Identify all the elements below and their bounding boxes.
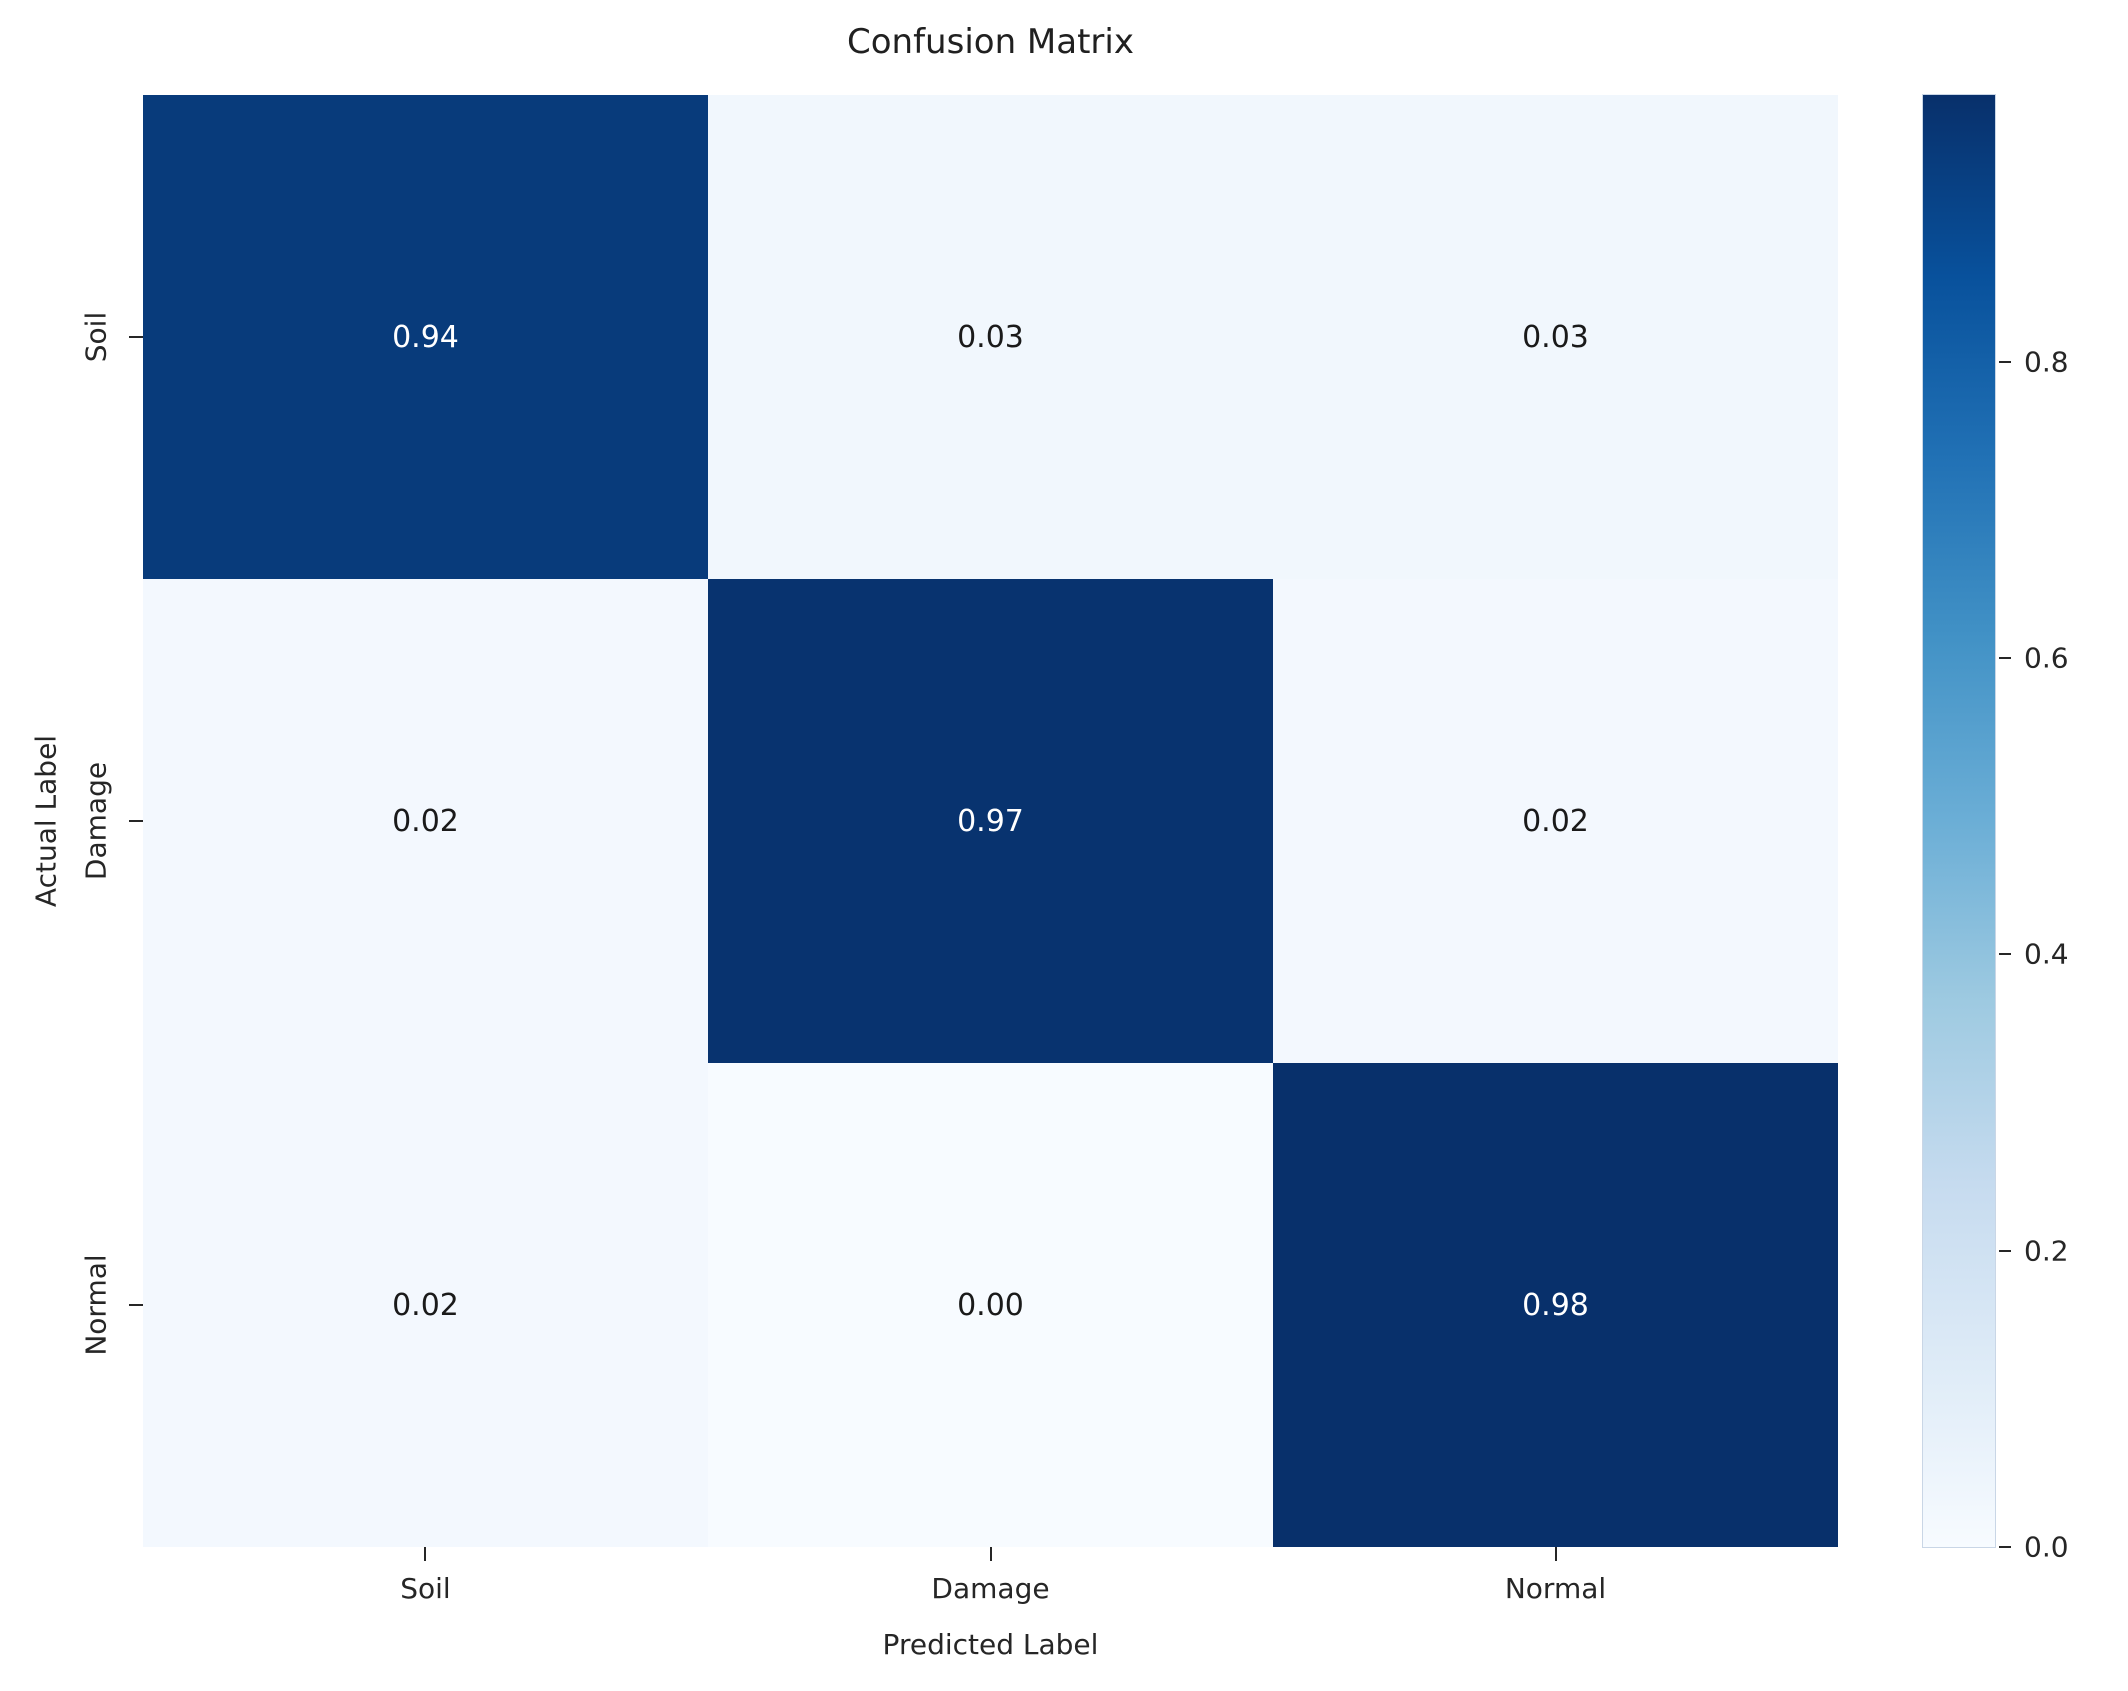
y-axis-label: Actual Label [29, 734, 63, 908]
y-ticklabel-damage: Damage [79, 761, 113, 881]
x-ticklabel-soil: Soil [400, 1572, 451, 1605]
colorbar-ticklabel-0.0: 0.0 [2024, 1530, 2069, 1564]
matrix-cell-normal-soil: 0.02 [143, 1063, 708, 1547]
colorbar-tick-0.8 [1999, 360, 2011, 363]
matrix-cell-damage-damage: 0.97 [708, 579, 1273, 1063]
matrix-cell-normal-damage: 0.00 [708, 1063, 1273, 1547]
y-tick-normal [129, 1304, 143, 1306]
colorbar-tick-0.4 [1999, 953, 2011, 956]
matrix-cell-soil-damage: 0.03 [708, 95, 1273, 579]
colorbar-gradient [1922, 94, 1996, 1548]
y-ticklabel-normal: Normal [79, 1254, 113, 1356]
x-axis-label: Predicted Label [882, 1628, 1099, 1661]
colorbar-tick-0.6 [1999, 657, 2011, 660]
colorbar-tick-0.0 [1999, 1546, 2011, 1548]
colorbar-ticklabel-0.8: 0.8 [2024, 345, 2069, 379]
matrix-cell-normal-normal: 0.98 [1273, 1063, 1838, 1547]
x-axis-ticklabels: Soil Damage Normal [143, 1572, 1838, 1608]
colorbar-ticklabels: 0.8 0.6 0.4 0.2 0.0 [2024, 95, 2124, 1563]
y-axis-ticks [129, 95, 143, 1547]
colorbar-ticklabel-0.4: 0.4 [2024, 937, 2069, 971]
matrix-cell-damage-normal: 0.02 [1273, 579, 1838, 1063]
colorbar-ticklabel-0.2: 0.2 [2024, 1234, 2069, 1268]
colorbar-tick-0.2 [1999, 1249, 2011, 1252]
colorbar-ticks [1995, 95, 2011, 1548]
y-ticklabel-soil: Soil [79, 311, 113, 363]
y-tick-damage [129, 820, 143, 822]
x-tick-soil [424, 1547, 427, 1561]
colorbar-ticklabel-0.6: 0.6 [2024, 641, 2069, 675]
y-tick-soil [129, 336, 143, 338]
x-axis-ticks [143, 1547, 1838, 1561]
matrix-cell-damage-soil: 0.02 [143, 579, 708, 1063]
x-ticklabel-damage: Damage [931, 1572, 1050, 1605]
heatmap-grid: 0.94 0.03 0.03 0.02 0.97 0.02 0.02 0.00 0.98 [143, 95, 1838, 1547]
x-tick-damage [989, 1547, 992, 1561]
x-ticklabel-normal: Normal [1504, 1572, 1607, 1605]
y-axis-ticklabels: Soil Damage Normal [78, 95, 114, 1547]
chart-title: Confusion Matrix [847, 22, 1134, 62]
x-tick-normal [1554, 1547, 1557, 1561]
matrix-cell-soil-normal: 0.03 [1273, 95, 1838, 579]
matrix-cell-soil-soil: 0.94 [143, 95, 708, 579]
